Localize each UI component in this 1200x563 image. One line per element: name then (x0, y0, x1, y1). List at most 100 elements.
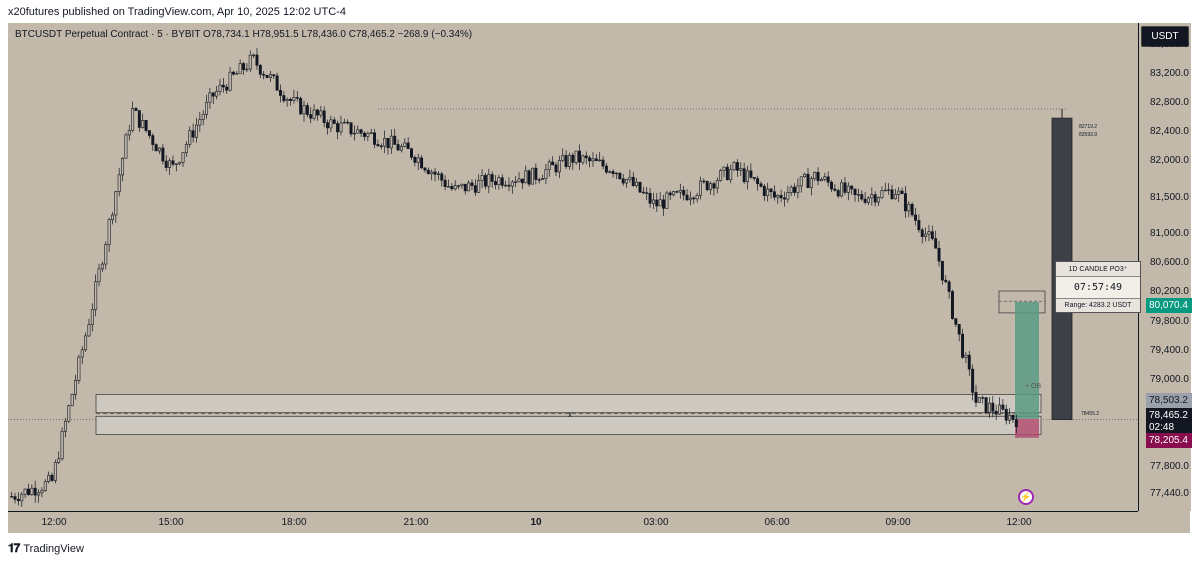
candle-body (225, 86, 229, 91)
candle-body (749, 170, 753, 178)
candle-body (158, 147, 161, 152)
candle-body (987, 402, 991, 413)
plot-area[interactable]: BTCUSDT Perpetual Contract · 5 · BYBIT O… (8, 23, 1138, 511)
candle-body (520, 178, 524, 184)
candle-body (705, 181, 709, 191)
candle-body (806, 173, 810, 189)
candle-body (715, 180, 719, 189)
time-tick-label: 12:00 (1006, 517, 1032, 528)
candle-body (998, 404, 1001, 415)
candle-body (601, 159, 605, 167)
candle-body (436, 173, 440, 175)
candle-body (625, 179, 629, 184)
symbol-legend[interactable]: BTCUSDT Perpetual Contract · 5 · BYBIT O… (15, 29, 472, 40)
candle-body (168, 160, 172, 168)
candle-body (188, 130, 192, 145)
candle-body (1011, 414, 1015, 420)
candle-body (1001, 404, 1005, 410)
chart-frame: BTCUSDT Perpetual Contract · 5 · BYBIT O… (8, 23, 1192, 534)
footer-brand: TradingView (23, 542, 84, 555)
candle-body (255, 54, 259, 66)
candle-body (954, 318, 958, 325)
lightning-icon[interactable]: ⚡ (1018, 489, 1034, 505)
candle-body (510, 181, 514, 187)
candle-body (651, 199, 655, 204)
candle-body (299, 98, 303, 115)
candle-body (732, 162, 736, 171)
candle-body (786, 192, 790, 200)
candle-body (957, 324, 961, 335)
candle-body (151, 135, 155, 145)
footer: 𝟏𝟕 TradingView (8, 541, 84, 556)
candle-body (856, 194, 860, 196)
candle-body (567, 154, 571, 167)
candle-body (53, 461, 57, 481)
candle-body (759, 183, 763, 187)
candle-body (114, 191, 118, 216)
candle-body (860, 194, 864, 200)
candle-body (84, 335, 88, 351)
candle-body (900, 190, 904, 194)
candle-body (494, 181, 497, 186)
candle-body (826, 176, 830, 183)
candle-body (27, 488, 30, 495)
candle-body (554, 164, 558, 173)
candle-body (725, 166, 729, 181)
info-box-title: 1D CANDLE PO3⁺ (1068, 266, 1128, 273)
candle-body (312, 109, 316, 119)
candle-body (480, 175, 484, 181)
candle-body (604, 165, 608, 173)
candle-body (699, 180, 702, 196)
candle-body (974, 392, 978, 403)
candle-body (111, 214, 114, 221)
candle-body (332, 119, 336, 124)
candle-body (937, 247, 941, 262)
red-price-tag: 78,205.4 (1146, 433, 1192, 448)
candle-body (57, 458, 61, 463)
candle-body (127, 130, 131, 136)
candle-body (413, 156, 417, 163)
candle-body (641, 191, 645, 194)
tradingview-logo-icon: 𝟏𝟕 (8, 541, 20, 555)
candle-body (13, 496, 17, 500)
candle-body (853, 188, 857, 196)
time-axis[interactable] (8, 511, 1138, 534)
time-tick-label: 15:00 (158, 517, 184, 528)
candle-body (289, 99, 293, 101)
candle-body (87, 324, 91, 337)
candle-body (917, 220, 921, 231)
candle-body (645, 192, 649, 194)
candle-body (1004, 408, 1008, 421)
candle-body (944, 279, 948, 283)
time-tick-label: 10 (530, 517, 542, 528)
candle-body (383, 137, 387, 147)
candle-body (772, 191, 776, 198)
currency-button[interactable]: USDT (1141, 26, 1189, 47)
candle-body (1008, 414, 1012, 421)
candle-body (584, 155, 588, 159)
candle-body (631, 176, 635, 187)
candle-body (803, 173, 807, 178)
price-tick-label: 80,600.0 (1150, 257, 1189, 269)
candle-body (903, 193, 907, 212)
candle-body (662, 199, 665, 209)
candle-body (305, 105, 309, 115)
candle-body (1014, 419, 1018, 427)
candle-body (443, 179, 447, 187)
candle-body (897, 190, 901, 195)
candle-body (840, 182, 844, 197)
candle-body (33, 487, 37, 496)
candle-body (104, 244, 108, 265)
candle-body (121, 157, 125, 176)
info-box-range: Range: 4283.2 USDT (1064, 302, 1132, 309)
candle-body (813, 171, 817, 179)
candle-body (635, 181, 639, 187)
candle-body (887, 189, 891, 191)
candle-body (450, 186, 454, 190)
candle-body (823, 176, 827, 180)
candle-body (594, 158, 598, 162)
candle-body (514, 181, 518, 183)
candle-body (574, 150, 578, 163)
candle-body (396, 144, 400, 151)
candle-body (430, 171, 434, 175)
